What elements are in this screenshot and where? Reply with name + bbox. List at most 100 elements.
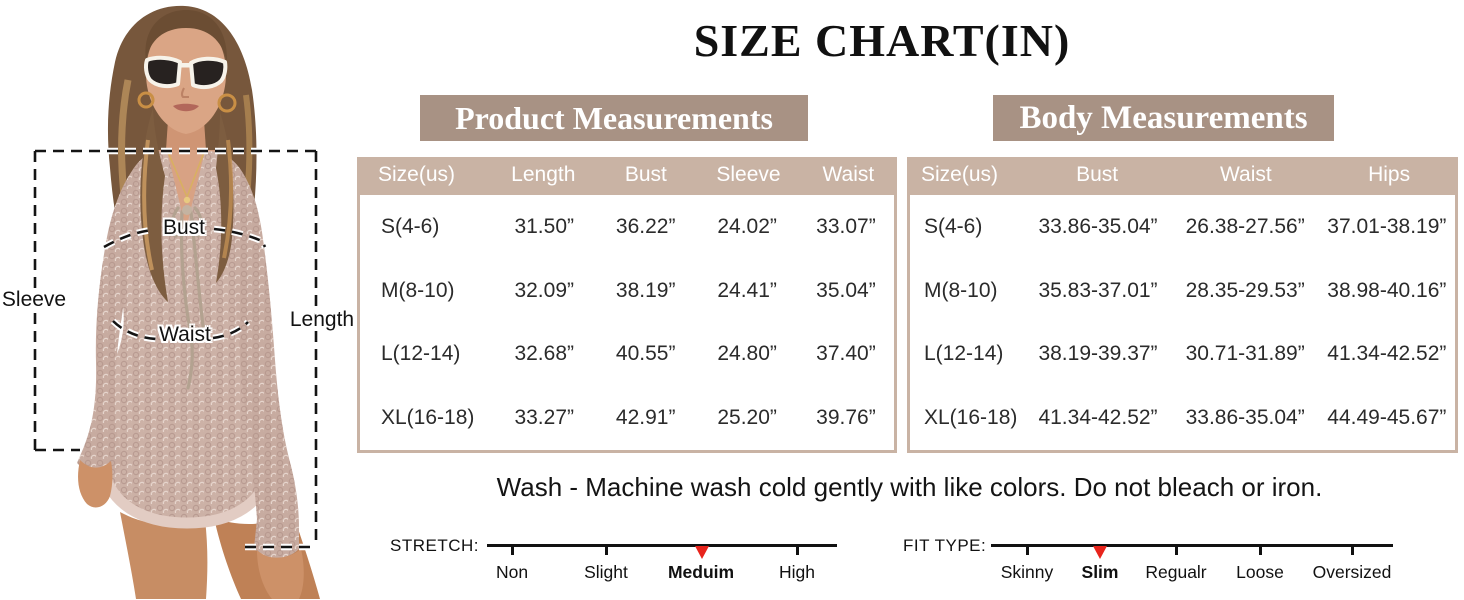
table-row: S(4-6) 33.86-35.04” 26.38-27.56” 37.01-3… [910,195,1455,259]
value-cell: 42.91” [615,406,676,430]
value-cell: 39.76” [816,406,876,430]
scale-tick [1351,546,1354,555]
table-row: M(8-10) 32.09” 38.19” 24.41” 35.04” [360,259,894,323]
column-header: Waist [822,162,875,186]
value-cell: 33.27” [514,406,574,430]
tie-strings [170,206,205,390]
body-measurements-title: Body Measurements [993,95,1334,141]
value-cell: 33.86-35.04” [1185,406,1305,430]
earring-icon [217,93,237,113]
model-illustration [0,5,320,599]
column-header: Waist [1219,162,1272,186]
value-cell: 44.49-45.67” [1327,406,1447,430]
size-cell: L(12-14) [381,342,461,366]
fit-option-selected: Slim [1081,562,1119,582]
sunglasses-icon [144,55,228,90]
value-cell: 24.41” [717,278,777,302]
product-photo: Bust Waist Sleeve Length [0,0,360,600]
column-header: Size(us) [921,162,999,186]
value-cell: 35.04” [816,278,876,302]
column-header: Length [511,162,576,186]
scale-tick [1026,546,1029,555]
table-row: XL(16-18) 33.27” 42.91” 25.20” 39.76” [360,386,894,450]
value-cell: 41.34-42.52” [1327,342,1447,366]
table-row: S(4-6) 31.50” 36.22” 24.02” 33.07” [360,195,894,259]
column-header: Bust [624,162,667,186]
column-header: Sleeve [716,162,781,186]
column-header: Size(us) [378,162,456,186]
page-title: SIZE CHART(IN) [693,15,1071,66]
value-cell: 25.20” [717,406,777,430]
stretch-option: Slight [584,562,628,582]
care-note: Wash - Machine wash cold gently with lik… [496,472,1323,502]
table-row: XL(16-18) 41.34-42.52” 33.86-35.04” 44.4… [910,386,1455,450]
stretch-option: Non [495,562,529,582]
fit-option: Skinny [1000,562,1054,582]
earring-icon [137,91,155,109]
value-cell: 40.55” [615,342,676,366]
value-cell: 37.01-38.19” [1327,214,1447,238]
fit-marker-icon [1093,546,1107,559]
value-cell: 36.22” [615,214,676,238]
stretch-option: High [779,562,815,582]
size-cell: XL(16-18) [924,406,1018,430]
hand [78,460,113,508]
value-cell: 35.83-37.01” [1038,278,1158,302]
scale-line [487,544,837,547]
length-annotation-label: Length [289,308,355,331]
product-measurements-title: Product Measurements [420,95,808,141]
stretch-option-selected: Meduim [667,562,735,582]
fit-option: Loose [1236,562,1284,582]
value-cell: 26.38-27.56” [1185,214,1305,238]
body-table-header: Size(us) Bust Waist Hips [907,157,1458,192]
scale-tick [796,546,799,555]
product-table: S(4-6) 31.50” 36.22” 24.02” 33.07” M(8-1… [357,192,897,453]
fit-option: Oversized [1312,562,1392,582]
face [146,22,226,134]
scale-line [991,544,1393,547]
table-row: L(12-14) 38.19-39.37” 30.71-31.89” 41.34… [910,323,1455,387]
lips [173,103,199,112]
size-cell: M(8-10) [381,278,455,302]
value-cell: 38.98-40.16” [1327,278,1447,302]
value-cell: 33.86-35.04” [1038,214,1158,238]
waist-annotation-label: Waist [159,323,211,346]
value-cell: 30.71-31.89” [1185,342,1305,366]
value-cell: 41.34-42.52” [1038,406,1158,430]
hand [257,549,304,599]
fit-option: Regualr [1145,562,1207,582]
scale-tick [511,546,514,555]
value-cell: 31.50” [514,214,574,238]
value-cell: 24.02” [717,214,777,238]
size-cell: M(8-10) [924,278,998,302]
size-cell: S(4-6) [924,214,983,238]
value-cell: 32.09” [514,278,574,302]
value-cell: 32.68” [514,342,574,366]
stretch-scale-caption: STRETCH: [390,536,479,555]
fit-type-scale: FIT TYPE: Skinny Slim Regualr Loose Over… [903,532,1408,592]
value-cell: 24.80” [717,342,777,366]
stretch-scale: STRETCH: Non Slight Meduim High [390,532,850,592]
scale-tick [1175,546,1178,555]
bust-annotation-label: Bust [162,216,206,239]
value-cell: 38.19-39.37” [1038,342,1158,366]
value-cell: 33.07” [816,214,876,238]
column-header: Bust [1076,162,1119,186]
scale-tick [605,546,608,555]
stretch-marker-icon [695,546,709,559]
value-cell: 28.35-29.53” [1185,278,1305,302]
value-cell: 37.40” [816,342,876,366]
size-cell: XL(16-18) [381,406,475,430]
column-header: Hips [1368,162,1411,186]
size-cell: S(4-6) [381,214,440,238]
table-row: L(12-14) 32.68” 40.55” 24.80” 37.40” [360,323,894,387]
product-table-header: Size(us) Length Bust Sleeve Waist [357,157,897,192]
body-table: S(4-6) 33.86-35.04” 26.38-27.56” 37.01-3… [907,192,1458,453]
fit-type-scale-caption: FIT TYPE: [903,536,987,555]
scale-tick [1259,546,1262,555]
crochet-dress [77,151,299,558]
size-cell: L(12-14) [924,342,1004,366]
table-row: M(8-10) 35.83-37.01” 28.35-29.53” 38.98-… [910,259,1455,323]
hair-front [140,108,234,302]
sleeve-annotation-label: Sleeve [1,288,67,311]
